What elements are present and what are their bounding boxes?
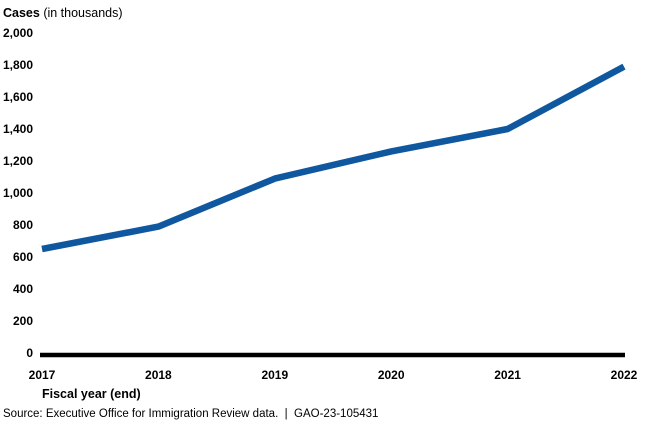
x-axis-title: Fiscal year (end) xyxy=(42,387,141,401)
y-tick-label: 1,400 xyxy=(2,122,33,136)
x-tick-label: 2019 xyxy=(261,368,289,382)
x-tick-label: 2018 xyxy=(145,368,172,382)
y-tick-label: 1,000 xyxy=(2,186,33,200)
y-tick-label: 1,600 xyxy=(2,90,33,104)
source-note: Source: Executive Office for Immigration… xyxy=(3,408,379,420)
chart-title-bold: Cases xyxy=(3,6,40,20)
x-tick-label: 2022 xyxy=(610,368,638,382)
x-tick-label: 2020 xyxy=(377,368,405,382)
data-line xyxy=(41,63,626,253)
y-tick-label: 2,000 xyxy=(2,26,33,40)
x-tick-label: 2017 xyxy=(28,368,56,382)
y-tick-label: 600 xyxy=(12,250,33,264)
chart-title: Cases (in thousands) xyxy=(3,6,123,20)
y-tick-label: 400 xyxy=(12,282,33,296)
y-tick-label: 1,200 xyxy=(2,154,33,168)
y-tick-label: 0 xyxy=(26,346,33,360)
chart-title-units: (in thousands) xyxy=(39,6,123,20)
x-tick-label: 2021 xyxy=(494,368,521,382)
y-tick-label: 800 xyxy=(12,218,33,232)
y-tick-label: 200 xyxy=(12,314,33,328)
y-tick-label: 1,800 xyxy=(2,58,33,72)
